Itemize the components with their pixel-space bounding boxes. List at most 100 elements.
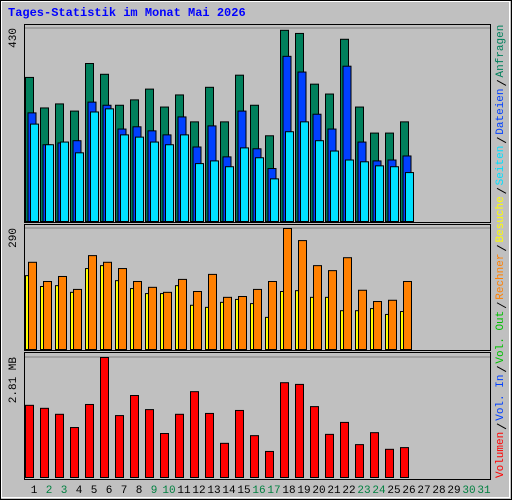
bar <box>28 261 37 350</box>
bar <box>210 160 219 223</box>
legend-separator <box>496 187 507 194</box>
bar <box>55 413 64 478</box>
x-tick-label: 3 <box>61 485 68 497</box>
bar <box>343 257 352 351</box>
bar <box>43 280 52 350</box>
x-tick-label: 14 <box>222 485 236 497</box>
bar <box>73 288 82 350</box>
legend-separator <box>496 302 507 309</box>
x-tick-label: 18 <box>282 485 295 497</box>
bar <box>148 286 157 350</box>
bar <box>375 165 384 223</box>
x-tick-label: 31 <box>477 485 491 497</box>
bar <box>30 123 39 222</box>
legend-label: Rechner <box>495 254 507 300</box>
x-tick-label: 22 <box>342 485 355 497</box>
legend-label: Seiten <box>495 146 507 186</box>
bar <box>85 403 94 479</box>
legend-label: Dateien <box>495 88 507 134</box>
x-tick-label: 20 <box>312 485 325 497</box>
bar <box>193 291 202 350</box>
x-tick-label: 1 <box>31 485 38 497</box>
y-tick-label: 2.81 MB <box>8 357 20 404</box>
bar <box>255 157 264 223</box>
x-tick-label: 29 <box>447 485 460 497</box>
bar <box>115 415 124 478</box>
legend-separator <box>496 423 507 430</box>
bar <box>235 409 244 478</box>
bar <box>165 144 174 222</box>
bar <box>403 280 412 350</box>
bar <box>205 412 214 478</box>
x-tick-label: 5 <box>91 485 98 497</box>
x-tick-label: 6 <box>106 485 113 497</box>
bar <box>360 161 369 223</box>
x-tick-label: 13 <box>207 485 220 497</box>
x-tick-label: 19 <box>297 485 310 497</box>
x-tick-label: 26 <box>402 485 415 497</box>
x-tick-label: 8 <box>136 485 143 497</box>
x-tick-label: 9 <box>151 485 158 497</box>
bar <box>238 296 247 350</box>
bar <box>223 296 232 350</box>
bar <box>283 228 292 350</box>
bar <box>240 147 249 222</box>
legend-label: Anfragen <box>495 25 507 78</box>
bar <box>313 265 322 351</box>
x-tick-label: 23 <box>357 485 370 497</box>
bar <box>90 111 99 222</box>
legend-label: Vol. Out <box>495 311 507 364</box>
legend-label: Volumen <box>495 432 507 478</box>
bar <box>100 357 109 478</box>
y-tick-label: 290 <box>8 228 20 248</box>
bar <box>190 391 199 478</box>
bar <box>163 291 172 350</box>
bar <box>385 448 394 478</box>
x-tick-label: 4 <box>76 485 83 497</box>
bar <box>330 150 339 223</box>
bar <box>300 121 309 222</box>
bar <box>328 270 337 351</box>
bar <box>405 172 414 223</box>
bar <box>178 278 187 350</box>
bar <box>250 435 259 479</box>
bar <box>45 144 54 222</box>
x-tick-label: 16 <box>252 485 265 497</box>
bar <box>130 395 139 478</box>
bar <box>268 280 277 350</box>
legend: Volumen Vol. In Vol. Out Rechner Besuche Seit… <box>495 25 507 478</box>
bar <box>58 275 67 350</box>
bar <box>315 140 324 222</box>
bar <box>355 444 364 478</box>
chart-title: Tages-Statistik im Monat Mai 2026 <box>8 6 246 20</box>
bar <box>295 383 304 478</box>
bar <box>345 159 354 223</box>
bar <box>133 280 142 350</box>
bar <box>60 141 69 222</box>
bar <box>135 136 144 222</box>
bar <box>270 178 279 222</box>
bar <box>225 166 234 223</box>
bar <box>373 301 382 350</box>
bar <box>103 261 112 350</box>
bar <box>160 433 169 478</box>
x-tick-label: 12 <box>192 485 205 497</box>
legend-label: Vol. In <box>495 375 507 421</box>
bar <box>118 268 127 350</box>
bar <box>208 273 217 350</box>
x-tick-label: 7 <box>121 485 128 497</box>
bar <box>25 404 34 479</box>
bar <box>400 447 409 478</box>
legend-separator <box>496 80 507 86</box>
x-tick-label: 2 <box>46 485 53 497</box>
bar <box>340 421 349 479</box>
bar <box>298 240 307 351</box>
x-tick-label: 15 <box>237 485 250 497</box>
x-tick-label: 11 <box>177 485 191 497</box>
x-tick-label: 10 <box>162 485 175 497</box>
bar <box>310 406 319 478</box>
x-tick-label: 27 <box>417 485 430 497</box>
bar <box>220 442 229 479</box>
bar <box>145 409 154 478</box>
